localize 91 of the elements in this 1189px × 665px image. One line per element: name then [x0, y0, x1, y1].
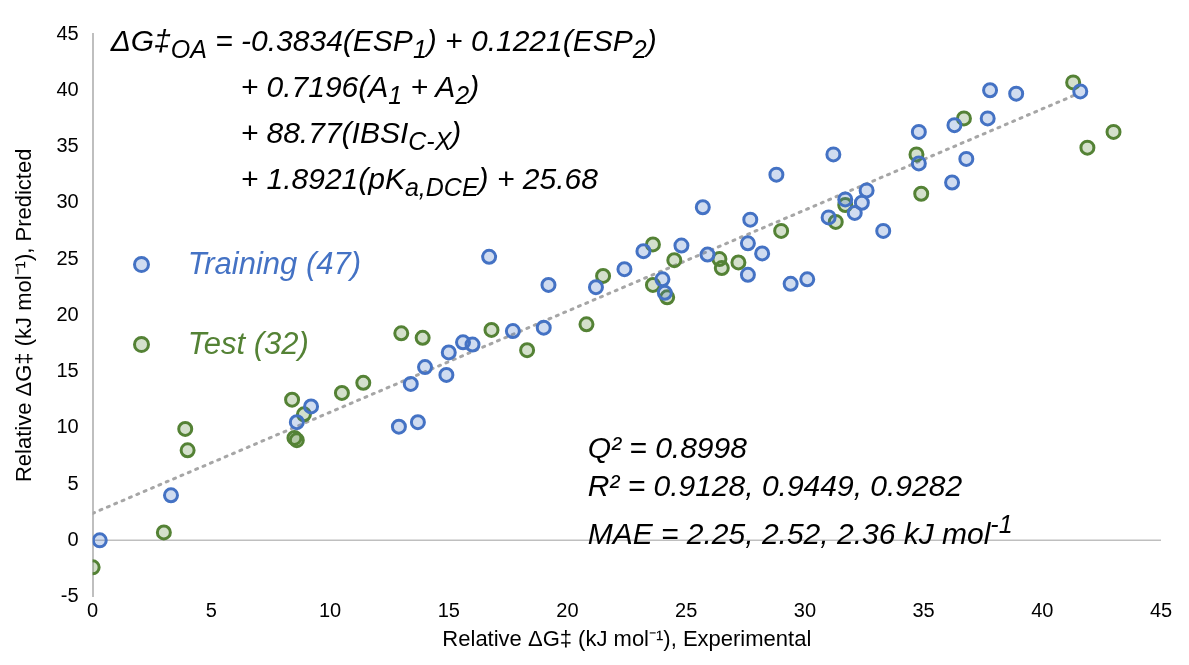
x-tick-label: 45: [1149, 599, 1173, 622]
point: [742, 211, 759, 228]
point: [946, 117, 963, 134]
point: [1072, 83, 1089, 100]
point: [162, 487, 179, 504]
y-tick-label: 40: [56, 77, 79, 100]
y-tick-label: 30: [56, 190, 79, 213]
point: [699, 246, 716, 263]
point: [417, 359, 434, 376]
point: [390, 418, 407, 435]
point: [483, 321, 500, 338]
text: ΔG‡$_{OA}$ = -0.3834(ESP$_{1}$) + 0.1221(ESP$_{2}$) + 0.7196(A$_{1}$ + A$_{2}$) + 88.77(IBSI$_{C-X}$) + 1.8921(pK$_{a,DCE}$) + 25.68: [110, 24, 657, 201]
point: [944, 174, 961, 191]
point: [773, 222, 790, 239]
y-tick-label: 5: [67, 471, 79, 494]
point: [782, 275, 799, 292]
point: [910, 155, 927, 172]
y-tick-label: 15: [56, 359, 79, 382]
point: [799, 271, 816, 288]
point: [92, 532, 108, 549]
x-axis-title: Relative ΔG‡ (kJ mol⁻¹), Experimental: [442, 625, 812, 651]
x-tick-label: 5: [205, 599, 217, 622]
point: [673, 237, 690, 254]
x-tick-label: 30: [793, 599, 817, 622]
y-tick-label: 25: [56, 246, 79, 269]
point: [768, 166, 785, 183]
point: [982, 82, 999, 99]
point: [979, 110, 996, 127]
point: [440, 344, 457, 361]
point: [402, 375, 419, 392]
point: [519, 342, 536, 359]
y-tick-label: 10: [56, 415, 79, 438]
x-tick-label: 15: [437, 599, 460, 622]
point: [284, 391, 301, 408]
point: [438, 366, 455, 383]
x-tick-label: 35: [912, 599, 935, 622]
point: [1079, 139, 1096, 156]
point: [754, 245, 771, 262]
point: [666, 252, 683, 269]
point: [504, 323, 521, 340]
point: [910, 123, 927, 140]
point: [578, 316, 595, 333]
point: [837, 191, 854, 208]
point: [825, 146, 842, 163]
y-tick-label: 45: [56, 21, 79, 44]
point: [179, 442, 196, 459]
point: [616, 261, 633, 278]
point: [1008, 85, 1025, 102]
point: [464, 336, 481, 353]
point: [1105, 123, 1122, 140]
point: [913, 185, 930, 202]
point: [177, 420, 194, 437]
point: [595, 267, 612, 284]
point: [414, 329, 431, 346]
point: [858, 182, 875, 199]
point: [635, 243, 652, 260]
y-tick-label: 0: [67, 527, 79, 550]
point: [694, 199, 711, 216]
point: [303, 398, 320, 415]
point: [875, 222, 892, 239]
annotation: Q² = 0.8998 R² = 0.9128, 0.9449, 0.9282 MAE = 2.25, 2.52, 2.36 kJ mol$^{-1}$: [587, 430, 1013, 552]
point: [820, 209, 837, 226]
point: [333, 384, 350, 401]
point: [393, 325, 410, 342]
point: [713, 260, 730, 277]
y-tick-label: 20: [56, 302, 79, 325]
point: [355, 374, 372, 391]
x-tick-label: 40: [1031, 599, 1054, 622]
x-tick-label: 20: [556, 599, 579, 622]
point: [739, 266, 756, 283]
point: [481, 248, 498, 265]
point: [409, 414, 426, 431]
legend-label: Test (32): [187, 326, 309, 362]
legend-label: Training (47): [187, 246, 362, 282]
point: [739, 235, 756, 252]
x-tick-label: 0: [87, 599, 99, 622]
point: [288, 414, 305, 431]
y-tick-label: -5: [60, 584, 79, 607]
point: [654, 271, 671, 288]
point: [535, 319, 552, 336]
x-tick-label: 25: [675, 599, 698, 622]
point: [730, 254, 747, 271]
y-tick-label: 35: [56, 134, 79, 157]
point: [656, 284, 673, 301]
point: [155, 524, 172, 541]
point: [846, 204, 863, 221]
point: [587, 279, 604, 296]
y-axis-title: Relative ΔG‡ (kJ mol⁻¹), Predicted: [11, 148, 37, 483]
x-tick-label: 10: [318, 599, 342, 622]
point: [958, 150, 975, 167]
point: [540, 276, 557, 293]
